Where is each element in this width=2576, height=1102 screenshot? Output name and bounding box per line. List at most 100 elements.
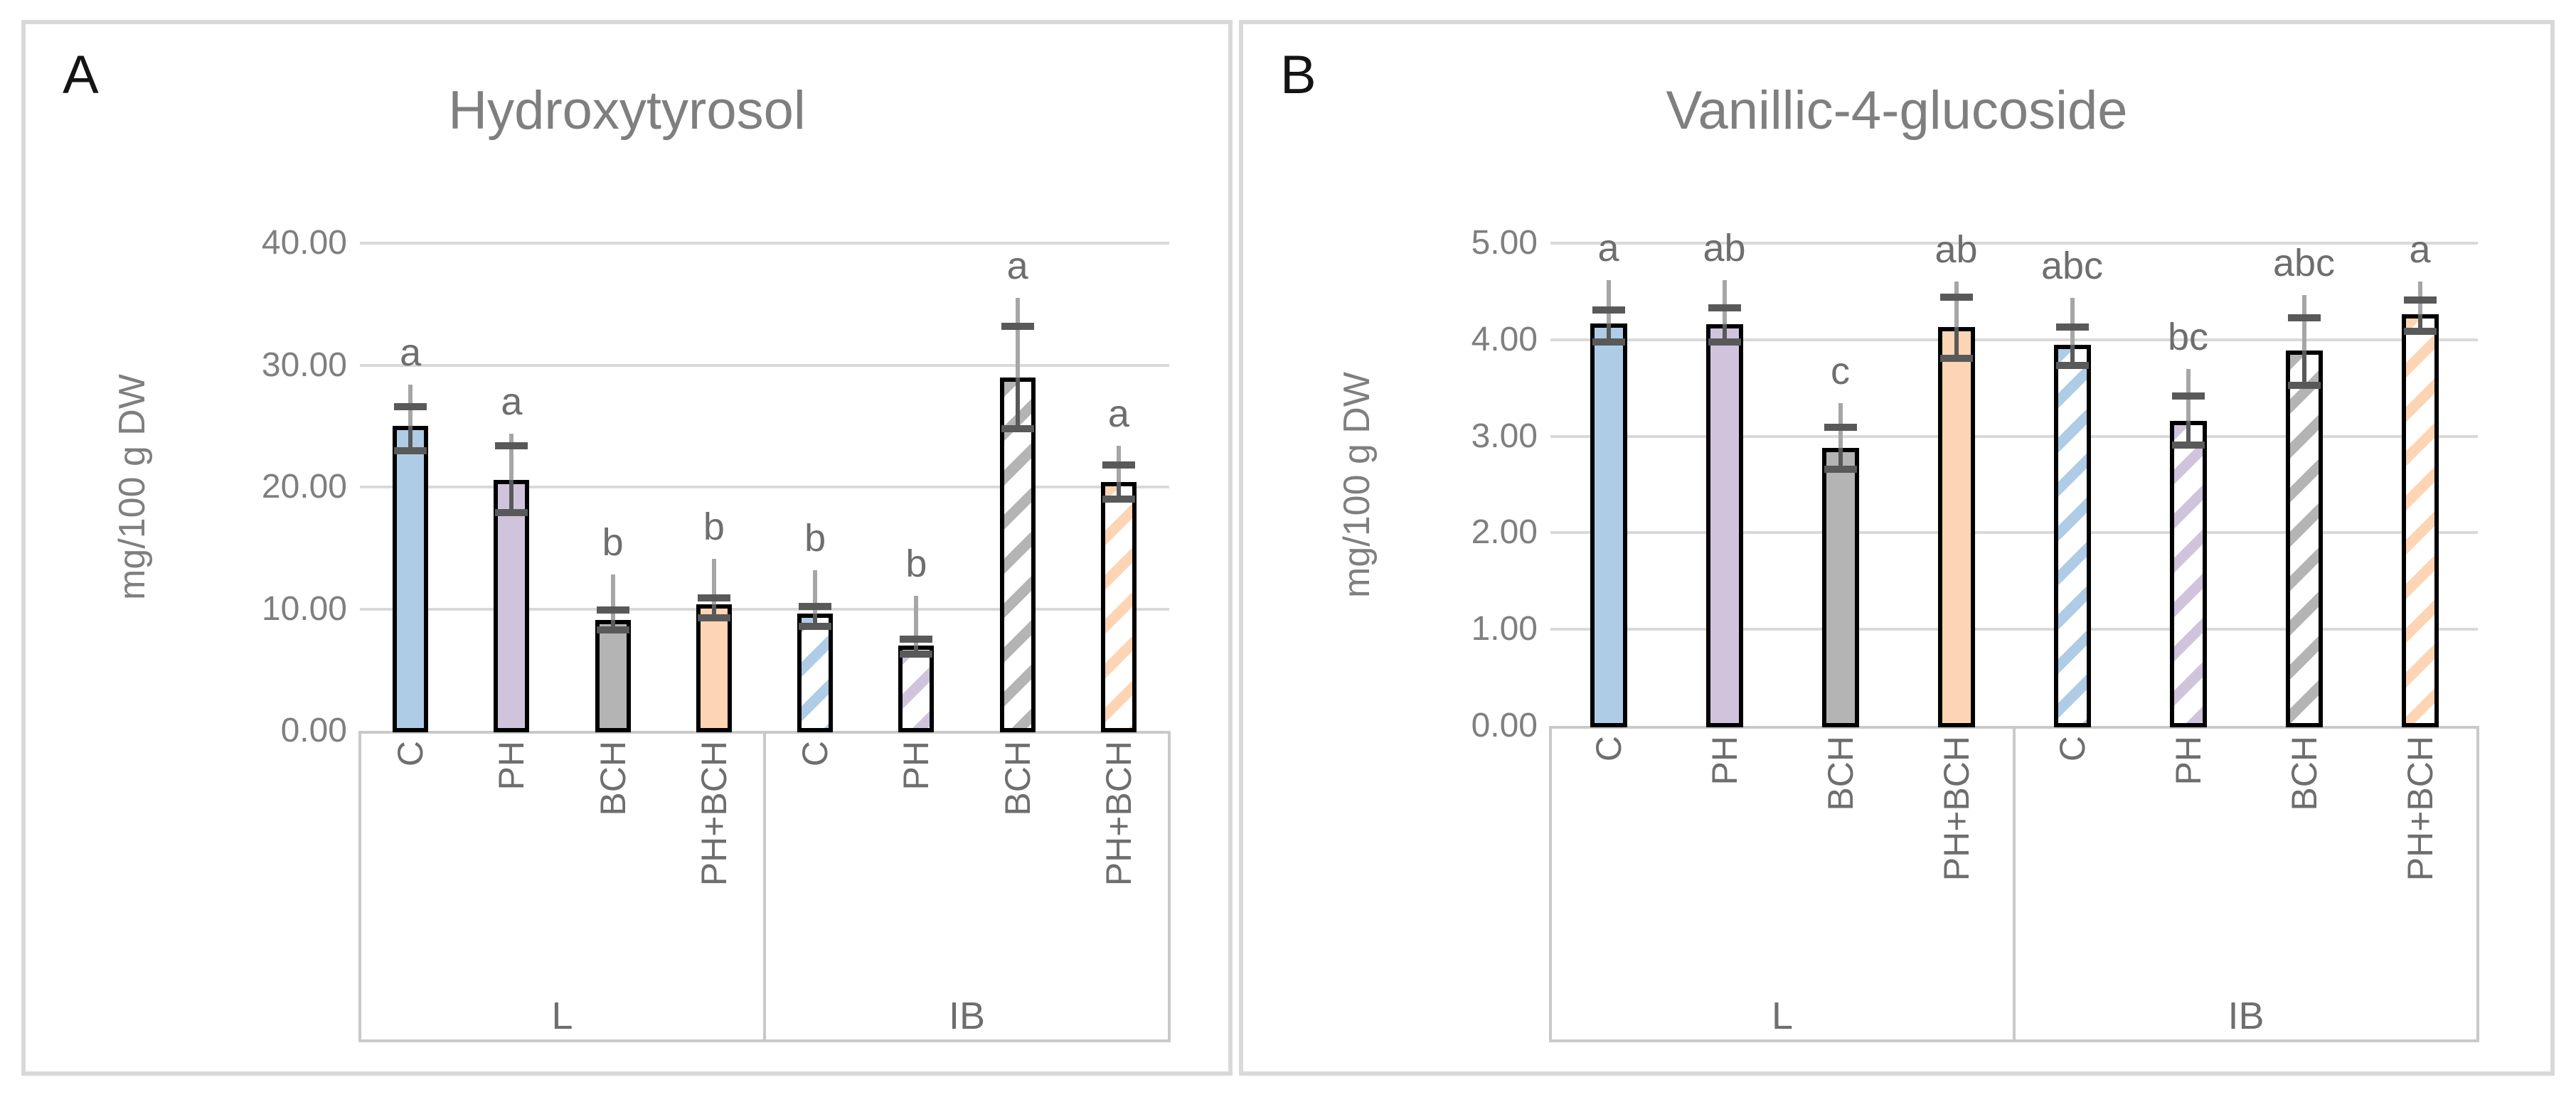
bar-l-bch (1821, 447, 1859, 727)
panel-b-vanillic-4-glucoside: B Vanillic-4-glucoside 5.00 4.00 3.00 2.00 1… (1239, 20, 2555, 1076)
bar-l-ph (1705, 324, 1743, 727)
x-category-label: PH (896, 741, 937, 791)
error-cap-bottom (697, 614, 730, 621)
group-divider (763, 731, 766, 1042)
y-axis-tick-label: 20.00 (261, 468, 347, 505)
error-whisker-line (711, 559, 716, 618)
bar-ib-ph (2169, 420, 2207, 727)
error-whisker-line (2186, 368, 2191, 445)
x-category-label: BCH (997, 741, 1038, 816)
significance-letter: a (400, 331, 422, 374)
significance-letter: abc (2272, 242, 2336, 285)
error-bar-line (1722, 324, 1727, 342)
error-whisker-line (1838, 403, 1843, 469)
error-cap-bottom (495, 509, 528, 516)
x-category-label: PH+BCH (693, 741, 734, 887)
significance-letter: abc (2040, 245, 2104, 288)
error-cap-top (900, 636, 933, 643)
error-cap-bottom (2171, 441, 2205, 449)
x-category-label: C (390, 741, 431, 767)
bar-ib-ph+bch (2401, 314, 2439, 727)
error-whisker-line (813, 569, 818, 626)
error-cap-top (1592, 306, 1625, 314)
error-bar-line (914, 645, 919, 654)
error-whisker-line (914, 595, 919, 654)
gridline (360, 486, 1169, 488)
error-cap-top (697, 594, 730, 602)
error-cap-top (2171, 392, 2205, 400)
bar-ib-ph+bch (1100, 482, 1137, 732)
error-whisker-line (1116, 445, 1121, 500)
significance-letter: b (602, 521, 624, 565)
group-label: L (551, 995, 573, 1037)
y-axis-tick-label: 3.00 (1471, 417, 1538, 455)
error-cap-bottom (1592, 338, 1625, 346)
error-cap-top (2403, 296, 2437, 304)
y-axis-title: mg/100 g DW (1336, 371, 1378, 598)
bar-l-bch (595, 619, 631, 732)
y-axis-tick-label: 5.00 (1471, 224, 1538, 262)
x-category-label: BCH (1820, 736, 1861, 811)
x-category-label: PH+BCH (2400, 736, 2440, 882)
x-category-label: C (1588, 736, 1629, 762)
error-whisker-line (509, 433, 514, 513)
gridline (1550, 338, 2478, 341)
error-cap-bottom (394, 446, 427, 454)
x-category-label: PH (1704, 736, 1745, 786)
panel-b-chart-title: Vanillic-4-glucoside (1666, 80, 2128, 141)
error-whisker-line (610, 574, 615, 630)
gridline (360, 607, 1169, 611)
error-bar-line (813, 614, 818, 626)
significance-letter: ab (1934, 228, 1978, 272)
error-cap-bottom (1939, 354, 1973, 362)
y-axis-tick-label: 1.00 (1471, 610, 1538, 648)
bar-ib-bch (2285, 350, 2323, 727)
gridline (1550, 434, 2478, 438)
y-axis-tick-label: 0.00 (1471, 707, 1538, 744)
error-cap-bottom (1824, 465, 1857, 473)
error-whisker-line (2070, 298, 2075, 366)
error-cap-top (394, 402, 427, 410)
error-cap-top (495, 442, 528, 449)
gridline (1550, 531, 2478, 535)
x-category-label: PH+BCH (1098, 741, 1139, 887)
error-cap-bottom (1001, 424, 1034, 432)
x-category-label: C (795, 741, 836, 767)
error-bar-line (610, 619, 615, 630)
gridline (360, 363, 1169, 367)
y-axis-tick-label: 40.00 (261, 224, 347, 262)
bar-l-ph+bch (1937, 327, 1975, 727)
error-bar-line (711, 604, 716, 618)
error-cap-top (1001, 322, 1034, 330)
significance-letter: b (905, 542, 927, 585)
x-category-label: BCH (592, 741, 633, 816)
error-cap-top (1102, 461, 1135, 469)
error-bar-line (2301, 350, 2306, 385)
error-cap-top (2055, 323, 2089, 331)
error-bar-line (2186, 420, 2191, 445)
error-cap-bottom (2055, 362, 2089, 370)
y-axis-tick-label: 0.00 (280, 712, 347, 749)
error-cap-bottom (799, 622, 832, 630)
error-bar-line (1116, 482, 1121, 500)
x-category-label: C (2052, 736, 2092, 762)
significance-letter: bc (2167, 315, 2209, 358)
error-bar-line (2417, 314, 2422, 331)
gridline (1550, 242, 2478, 245)
error-whisker-line (2301, 295, 2306, 385)
panel-a-letter: A (63, 45, 99, 105)
error-cap-bottom (1102, 496, 1135, 503)
y-axis-tick-label: 4.00 (1471, 320, 1538, 358)
bar-l-c (1590, 323, 1627, 727)
x-category-label: PH (491, 741, 532, 791)
error-whisker-line (1954, 282, 1959, 358)
bar-l-ph+bch (696, 604, 732, 732)
panel-b-letter: B (1280, 45, 1316, 105)
error-bar-line (1954, 327, 1959, 358)
error-cap-bottom (900, 650, 933, 658)
error-cap-bottom (2403, 327, 2437, 335)
group-label: IB (948, 995, 986, 1037)
gridline (360, 242, 1169, 245)
error-cap-top (2287, 314, 2321, 321)
x-category-label: PH (2168, 736, 2208, 786)
